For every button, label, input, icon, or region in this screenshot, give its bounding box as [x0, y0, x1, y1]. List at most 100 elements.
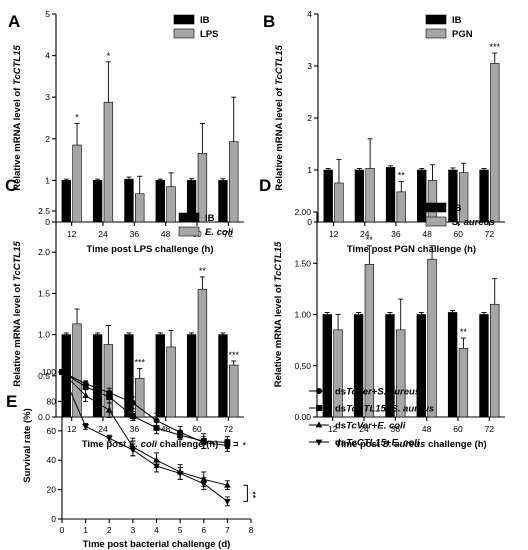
- x-tick-label: 60: [454, 229, 464, 239]
- panel-letter: D: [259, 176, 271, 195]
- bar-treatment: [166, 346, 176, 418]
- x-tick-label: 1: [83, 525, 88, 535]
- y-tick-label: 40: [47, 455, 57, 465]
- x-tick-label: 36: [130, 424, 140, 434]
- y-tick-label: 1.00: [294, 310, 311, 320]
- bar-treatment: [458, 348, 469, 418]
- legend-label: LPS: [200, 29, 218, 40]
- x-tick-label: 6: [201, 525, 206, 535]
- x-tick-label: 8: [249, 525, 254, 535]
- x-tick-label: 12: [329, 229, 339, 239]
- bar-treatment: [166, 186, 176, 223]
- significance-mark: *: [107, 51, 111, 61]
- y-axis-title-prefix: Relative mRNA level of: [12, 281, 23, 387]
- legend-swatch: [425, 28, 447, 39]
- data-point: [129, 399, 136, 406]
- bar-treatment: [365, 168, 375, 223]
- data-point: [82, 383, 89, 390]
- y-axis-title: Relative mRNA level of TcCTL15: [12, 241, 23, 387]
- y-tick-label: 3: [307, 61, 312, 71]
- legend-swatch: [425, 202, 447, 213]
- y-tick-label: 1: [307, 165, 312, 175]
- y-tick-label: 60: [47, 426, 57, 436]
- bar-treatment: [72, 144, 82, 223]
- legend-label-part: S. aureus: [377, 387, 420, 398]
- bar-treatment: [135, 377, 145, 418]
- significance-mark: *: [75, 112, 79, 122]
- bar-ib: [385, 167, 396, 223]
- y-tick-label: 2: [45, 134, 50, 144]
- legend-label-part: S. aureus: [391, 404, 434, 415]
- y-axis-title-prefix: Relative mRNA level of: [12, 85, 23, 191]
- y-tick-label: 0: [51, 514, 56, 524]
- bar-treatment: [334, 182, 344, 223]
- significance-mark: **: [247, 491, 257, 499]
- x-tick-label: 72: [485, 229, 495, 239]
- y-tick-label: 80: [47, 396, 57, 406]
- legend-label: IB: [452, 15, 462, 26]
- x-tick-label: 4: [154, 525, 159, 535]
- bar-ib: [322, 314, 332, 418]
- series-line: [61, 371, 228, 486]
- y-axis-title: Relative mRNA level of TcCTL15: [273, 241, 284, 387]
- bar-treatment: [72, 323, 82, 418]
- y-tick-label: 1: [45, 175, 50, 185]
- legend-label-part: ds: [335, 404, 346, 415]
- bar-treatment: [197, 288, 208, 418]
- data-point: [316, 388, 322, 394]
- legend-label-part: E. coli: [377, 421, 405, 432]
- y-tick-label: 20: [47, 485, 57, 495]
- significance-mark: **: [366, 235, 374, 245]
- data-point: [129, 413, 136, 420]
- significance-bracket: [233, 442, 238, 446]
- x-tick-label: 72: [224, 424, 234, 434]
- data-point: [129, 447, 137, 454]
- series-line: [61, 371, 228, 446]
- series-line: [61, 371, 228, 502]
- y-tick-label: 2.0: [38, 247, 50, 257]
- x-axis-title: Time post E. coli challenge (h): [82, 439, 219, 450]
- x-axis-title-part: Time post LPS challenge (h): [86, 244, 213, 255]
- bar-treatment: [396, 191, 406, 223]
- data-point: [106, 393, 113, 400]
- data-point: [153, 424, 160, 431]
- bar-treatment: [135, 193, 145, 223]
- y-axis-title-prefix: Relative mRNA level of: [273, 282, 284, 388]
- bar-treatment: [197, 153, 208, 223]
- data-point: [82, 423, 90, 430]
- bar-treatment: [103, 344, 114, 418]
- legend-swatch: [178, 212, 200, 223]
- panel-letter: E: [6, 392, 17, 411]
- legend-label-part: ds: [335, 421, 346, 432]
- legend-label: IB: [200, 15, 210, 26]
- x-tick-label: 48: [422, 229, 432, 239]
- x-tick-label: 60: [453, 424, 463, 434]
- data-point: [200, 438, 207, 445]
- x-tick-label: 2: [107, 525, 112, 535]
- y-axis-title-prefix: Relative mRNA level of: [274, 85, 285, 191]
- x-axis-title: Time post bacterial challenge (d): [83, 539, 231, 550]
- bar-ib: [354, 169, 365, 223]
- data-point: [176, 471, 184, 478]
- legend-label-part: +: [372, 421, 378, 432]
- x-tick-label: 36: [130, 229, 140, 239]
- bar-ib: [61, 180, 71, 223]
- y-tick-label: 0.50: [294, 361, 311, 371]
- series-line: [61, 371, 228, 444]
- x-axis-title-part: Time post PGN challenge (h): [347, 244, 476, 255]
- legend-label-part: TcVer: [346, 421, 373, 432]
- series-3: [58, 369, 231, 507]
- legend-swatch: [173, 28, 195, 39]
- bar-ib: [218, 334, 228, 418]
- data-point: [153, 463, 160, 470]
- y-tick-label: 2.00: [294, 207, 311, 217]
- legend-label-part: ds: [335, 438, 346, 449]
- legend-label: IB: [452, 203, 462, 214]
- bar-ib: [92, 180, 103, 223]
- y-tick-label: 0: [45, 217, 50, 227]
- x-tick-label: 24: [359, 424, 369, 434]
- y-tick-label: 2.5: [38, 206, 50, 216]
- significance-mark: **: [460, 327, 468, 337]
- bar-ib: [416, 314, 426, 418]
